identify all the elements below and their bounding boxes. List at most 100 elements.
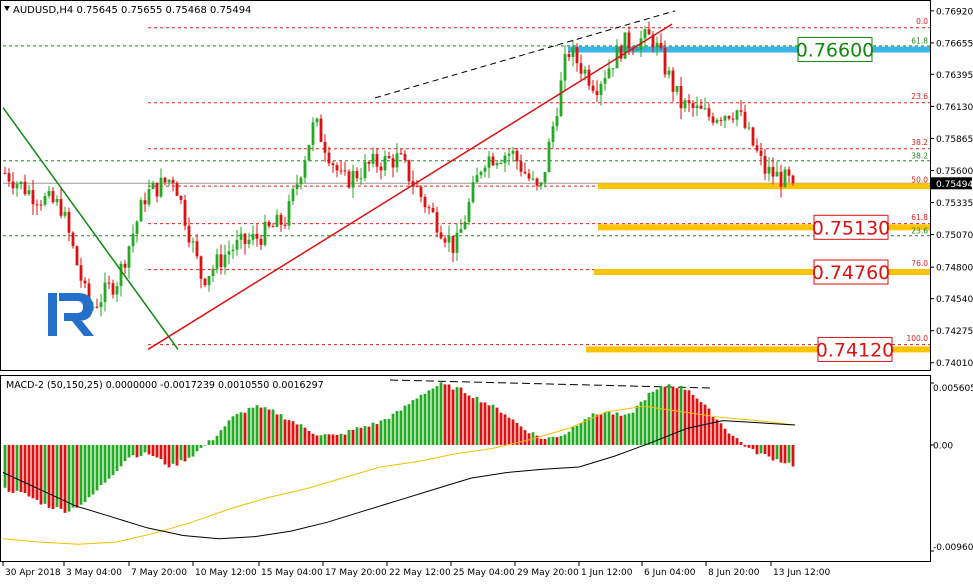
macd-histogram-bar [483, 402, 487, 445]
candle-body [679, 86, 683, 109]
candle-body [67, 211, 71, 233]
macd-histogram-bar [107, 444, 111, 479]
candle-body [743, 111, 747, 128]
triangle-down-icon[interactable] [4, 6, 10, 11]
candle-body [107, 282, 111, 284]
candle-body [559, 80, 563, 117]
candle-body [663, 47, 667, 75]
macd-histogram-bar [559, 436, 563, 445]
candle-body [791, 175, 795, 184]
macd-histogram-bar [231, 416, 235, 445]
macd-histogram-bar [675, 388, 679, 445]
highlight-band-top [568, 46, 930, 53]
candle-body [187, 225, 191, 243]
macd-layer [2, 379, 796, 545]
macd-histogram-bar [51, 444, 55, 510]
trendline-down[interactable] [2, 107, 179, 350]
candle-body [139, 200, 143, 222]
fib-label: 76.0 [911, 259, 928, 268]
candle-body [635, 49, 639, 51]
candle-body [767, 166, 771, 174]
macd-histogram-bar [83, 444, 87, 503]
highlight-band-level [598, 224, 930, 231]
macd-histogram-bar [467, 395, 471, 445]
macd-histogram-bar [375, 424, 379, 445]
macd-histogram-bar [771, 444, 775, 461]
macd-histogram-bar [763, 444, 767, 455]
candle-body [547, 141, 551, 173]
trendline-up[interactable] [147, 23, 673, 351]
level-box-0-74760[interactable]: 0.74760 [812, 259, 891, 285]
price-layer: 0.0 61.8 23.6 38.2 38.2 50.0 61.8 23.6 76.0 100.0… [2, 10, 930, 362]
macd-histogram-bar [579, 423, 583, 445]
macd-histogram-bar [779, 444, 783, 463]
macd-histogram-bar [295, 424, 299, 445]
macd-histogram-bar [331, 434, 335, 445]
macd-histogram-bar [515, 423, 519, 445]
level-box-0-76600[interactable]: 0.76600 [796, 37, 875, 63]
candle-body [707, 108, 711, 117]
macd-histogram-bar [287, 420, 291, 445]
macd-histogram-bar [471, 398, 475, 445]
macd-axis-label: 0.005605 [933, 384, 973, 394]
candle-body [759, 150, 763, 156]
macd-histogram-bar [11, 444, 15, 493]
level-box-0-75130[interactable]: 0.75130 [812, 214, 891, 240]
candle-body [11, 181, 15, 189]
macd-histogram-bar [787, 444, 791, 463]
macd-histogram-bar [235, 413, 239, 445]
macd-histogram-bar [383, 419, 387, 445]
candle-body [119, 263, 123, 287]
macd-histogram-bar [463, 393, 467, 445]
level-box-0-74120[interactable]: 0.74120 [816, 336, 895, 362]
macd-histogram-bar [47, 444, 51, 508]
candle-body [451, 235, 455, 253]
time-axis-label: 8 Jun 20:00 [708, 568, 760, 578]
macd-histogram-bar [743, 444, 747, 447]
macd-histogram-bar [527, 433, 531, 445]
macd-histogram-bar [415, 398, 419, 445]
macd-histogram-bar [335, 434, 339, 445]
current-price-label: 0.75494 [936, 180, 973, 190]
macd-histogram-bar [647, 392, 651, 445]
macd-histogram-bar [751, 444, 755, 450]
macd-histogram-bar [755, 444, 759, 455]
candle-body [467, 202, 471, 222]
macd-histogram-bar [491, 404, 495, 445]
candle-body [579, 63, 583, 74]
candle-body [219, 254, 223, 268]
macd-histogram-bar [135, 444, 139, 458]
candle-body [775, 171, 779, 177]
candle-body [191, 241, 195, 243]
macd-histogram-bar [39, 444, 43, 505]
candle-body [411, 181, 415, 186]
candle-body [171, 179, 175, 183]
candle-body [747, 127, 751, 129]
macd-histogram-bar [183, 444, 187, 462]
macd-histogram-bar [599, 414, 603, 445]
macd-histogram-bar [87, 444, 91, 498]
candle-body [239, 233, 243, 240]
macd-divergence-line[interactable] [389, 379, 711, 389]
macd-histogram-bar [271, 409, 275, 445]
macd-histogram-bar [303, 427, 307, 445]
macd-histogram-bar [523, 430, 527, 445]
macd-histogram-bar [127, 444, 131, 458]
fib-label: 61.8 [911, 36, 928, 45]
candle-body [423, 196, 427, 208]
level-box-value: 0.76600 [796, 40, 875, 62]
macd-histogram-bar [43, 444, 47, 504]
macd-histogram-bar [227, 420, 231, 445]
macd-header: MACD-2 (50,150,25) 0.0000000 -0.0017239 … [6, 380, 324, 391]
candle-body [539, 182, 543, 186]
macd-histogram-bar [155, 444, 159, 458]
candle-body [307, 144, 311, 161]
trendline-channel[interactable] [374, 10, 676, 99]
level-box-frame [813, 259, 889, 285]
candle-body [111, 283, 115, 295]
price-axis-label: 0.76395 [936, 71, 973, 81]
macd-histogram-bar [355, 427, 359, 445]
macd-histogram-bar [711, 417, 715, 445]
macd-histogram-bar [179, 444, 183, 461]
candle-body [351, 171, 355, 188]
